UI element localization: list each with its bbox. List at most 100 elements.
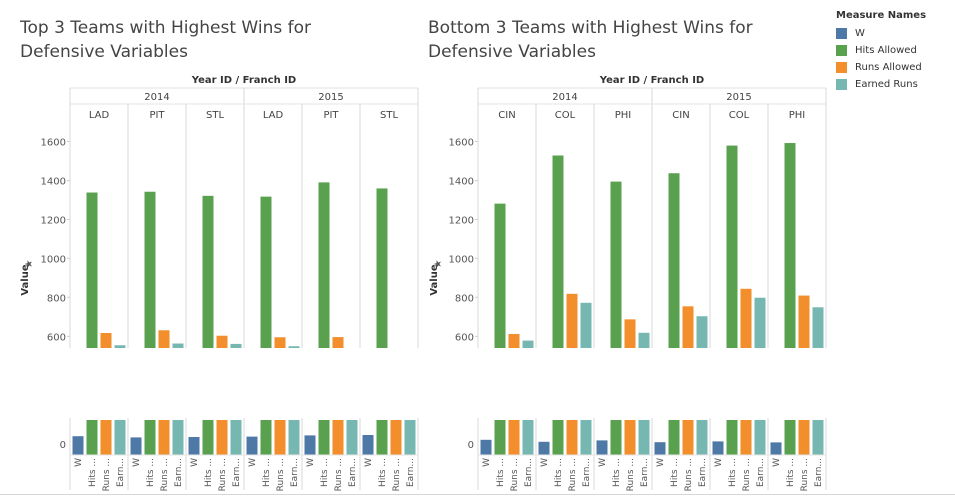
x-tick-label: W (772, 458, 782, 467)
header-label-top: Year ID / Franch ID (191, 75, 296, 86)
bar-earned-runs (754, 297, 766, 348)
y-tick-label: 1600 (41, 137, 66, 148)
bar-hits-allowed (202, 195, 214, 348)
pin-icon: ★ (433, 259, 444, 268)
chart-title-top: Top 3 Teams with Highest Wins for Defens… (20, 18, 312, 62)
bar-lower-w (72, 436, 84, 455)
bar-lower-earned-runs (580, 420, 592, 455)
bar-lower-runs-allowed (740, 420, 752, 455)
bar-lower-earned-runs (696, 420, 708, 455)
x-tick-label: Runs ... (160, 458, 170, 491)
legend-item-runs-allowed[interactable]: Runs Allowed (836, 59, 926, 76)
x-tick-label: W (482, 458, 492, 467)
bar-hits-allowed (552, 155, 564, 348)
x-tick-label: Earn... (582, 458, 592, 487)
x-tick-label: Hits ... (728, 458, 738, 487)
bar-lower-hits-allowed (784, 420, 796, 455)
x-tick-label: Earn... (232, 458, 242, 487)
y-tick-label: 1000 (449, 254, 474, 265)
bar-runs-allowed (332, 337, 344, 348)
bar-lower-earned-runs (522, 420, 534, 455)
bar-runs-allowed (216, 335, 228, 348)
bar-runs-allowed (798, 295, 810, 348)
bar-lower-earned-runs (404, 420, 416, 455)
x-tick-label: Hits ... (146, 458, 156, 487)
bar-lower-runs-allowed (508, 420, 520, 455)
x-tick-label: Hits ... (320, 458, 330, 487)
y-tick-label: 800 (455, 293, 474, 304)
bar-lower-hits-allowed (86, 420, 98, 455)
bar-lower-w (538, 441, 550, 455)
bar-lower-hits-allowed (376, 420, 388, 455)
y-tick-label: 1600 (449, 137, 474, 148)
legend-item-w[interactable]: W (836, 25, 926, 42)
team-header: LAD (89, 110, 110, 121)
bar-lower-hits-allowed (202, 420, 214, 455)
x-tick-label: Hits ... (204, 458, 214, 487)
bar-earned-runs (812, 307, 824, 348)
bar-runs-allowed (682, 306, 694, 348)
bar-lower-w (480, 439, 492, 455)
bar-lower-hits-allowed (494, 420, 506, 455)
bar-lower-earned-runs (230, 420, 242, 455)
bar-hits-allowed (494, 203, 506, 348)
bar-lower-w (654, 442, 666, 455)
bar-earned-runs (522, 340, 534, 348)
bar-runs-allowed (158, 330, 170, 348)
bar-runs-allowed (274, 337, 286, 348)
team-header: STL (206, 110, 224, 121)
x-tick-label: Hits ... (670, 458, 680, 487)
bar-lower-runs-allowed (624, 420, 636, 455)
bar-lower-runs-allowed (332, 420, 344, 455)
x-tick-label: W (74, 458, 84, 467)
team-header: LAD (263, 110, 284, 121)
bar-lower-w (130, 437, 142, 455)
pin-icon: ★ (24, 259, 35, 268)
bar-lower-earned-runs (288, 420, 300, 455)
bar-runs-allowed (624, 319, 636, 348)
y-tick-label: 600 (455, 332, 474, 343)
team-header: CIN (672, 110, 689, 121)
x-tick-label: Runs ... (102, 458, 112, 491)
bar-lower-hits-allowed (318, 420, 330, 455)
bar-runs-allowed (508, 333, 520, 348)
y-tick-label: 1200 (449, 215, 474, 226)
bar-lower-earned-runs (812, 420, 824, 455)
x-tick-label: Earn... (698, 458, 708, 487)
year-header: 2015 (726, 92, 751, 103)
x-tick-label: Runs ... (392, 458, 402, 491)
x-tick-label: Hits ... (378, 458, 388, 487)
legend-item-earned-runs[interactable]: Earned Runs (836, 76, 926, 93)
year-header: 2015 (318, 92, 343, 103)
x-tick-label: Runs ... (800, 458, 810, 491)
team-header: PIT (149, 110, 165, 121)
x-tick-label: Runs ... (276, 458, 286, 491)
bar-hits-allowed (668, 173, 680, 348)
legend: Measure Names W Hits Allowed Runs Allowe… (836, 10, 926, 93)
x-tick-label: Hits ... (786, 458, 796, 487)
year-header: 2014 (552, 92, 577, 103)
bar-earned-runs (230, 343, 242, 348)
legend-swatch-runs-allowed (836, 62, 847, 73)
legend-item-hits-allowed[interactable]: Hits Allowed (836, 42, 926, 59)
y-tick-label: 600 (47, 332, 66, 343)
team-header: STL (380, 110, 398, 121)
x-tick-label: Runs ... (218, 458, 228, 491)
bar-hits-allowed (318, 182, 330, 348)
x-tick-label: Runs ... (568, 458, 578, 491)
x-tick-label: Earn... (756, 458, 766, 487)
header-label-bottom: Year ID / Franch ID (599, 75, 704, 86)
x-tick-label: W (190, 458, 200, 467)
bar-lower-hits-allowed (610, 420, 622, 455)
bar-lower-runs-allowed (100, 420, 112, 455)
bar-lower-earned-runs (172, 420, 184, 455)
x-tick-label: Earn... (640, 458, 650, 487)
bar-lower-earned-runs (754, 420, 766, 455)
x-tick-label: W (598, 458, 608, 467)
bar-hits-allowed (86, 192, 98, 348)
year-header: 2014 (144, 92, 169, 103)
bar-lower-w (770, 442, 782, 455)
x-tick-label: W (132, 458, 142, 467)
legend-swatch-earned-runs (836, 79, 847, 90)
bar-earned-runs (114, 345, 126, 348)
